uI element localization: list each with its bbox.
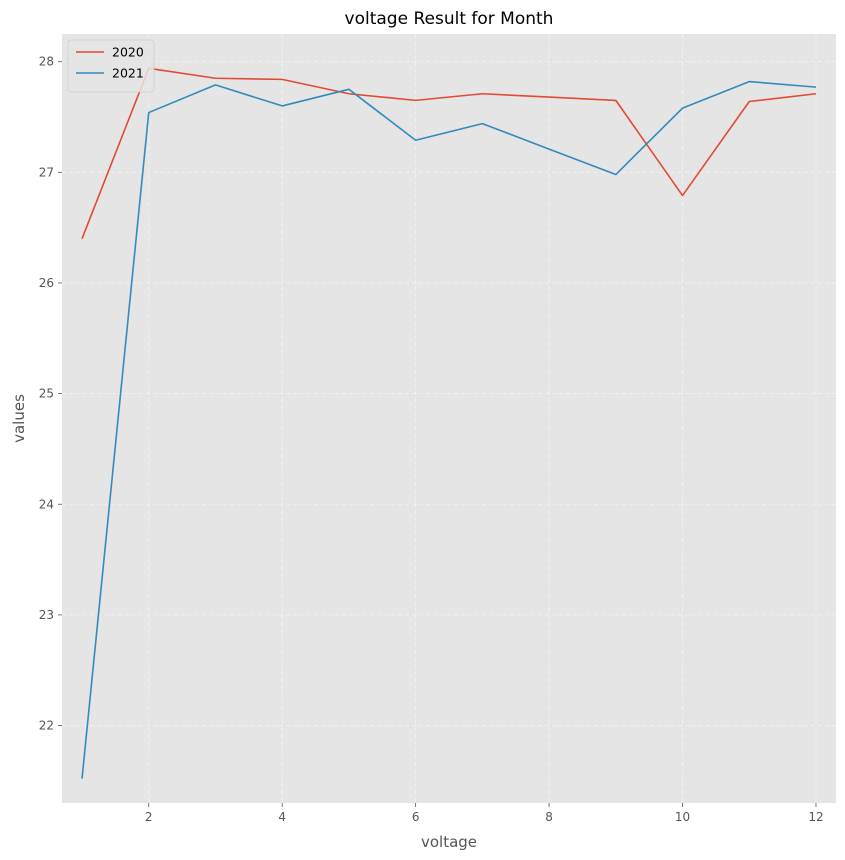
chart-title: voltage Result for Month bbox=[345, 9, 554, 29]
y-tick-label: 26 bbox=[39, 276, 54, 290]
x-axis-label: voltage bbox=[421, 833, 477, 851]
series-line-2020 bbox=[81, 67, 817, 239]
legend-label: 2020 bbox=[112, 45, 144, 60]
y-axis: 22 23 24 25 26 27 28 bbox=[39, 55, 62, 733]
y-tick-label: 25 bbox=[39, 387, 54, 401]
legend-box bbox=[67, 39, 155, 93]
x-tick-label: 12 bbox=[808, 810, 823, 824]
y-tick-label: 24 bbox=[39, 497, 54, 511]
grid bbox=[62, 34, 836, 803]
plot-area bbox=[62, 34, 836, 803]
series-group bbox=[81, 67, 817, 779]
y-tick-label: 28 bbox=[39, 55, 54, 69]
y-tick-label: 27 bbox=[39, 165, 54, 179]
legend-label: 2021 bbox=[112, 66, 144, 81]
y-tick-label: 23 bbox=[39, 608, 54, 622]
series-line-2021 bbox=[81, 80, 817, 779]
x-tick-label: 4 bbox=[278, 810, 286, 824]
x-tick-label: 10 bbox=[675, 810, 690, 824]
y-axis-label: values bbox=[10, 394, 28, 443]
x-axis: 2 4 6 8 10 12 bbox=[145, 803, 824, 824]
legend: 2020 2021 bbox=[67, 39, 155, 93]
x-tick-label: 2 bbox=[145, 810, 153, 824]
y-tick-label: 22 bbox=[39, 719, 54, 733]
x-tick-label: 6 bbox=[412, 810, 420, 824]
x-tick-label: 8 bbox=[545, 810, 553, 824]
